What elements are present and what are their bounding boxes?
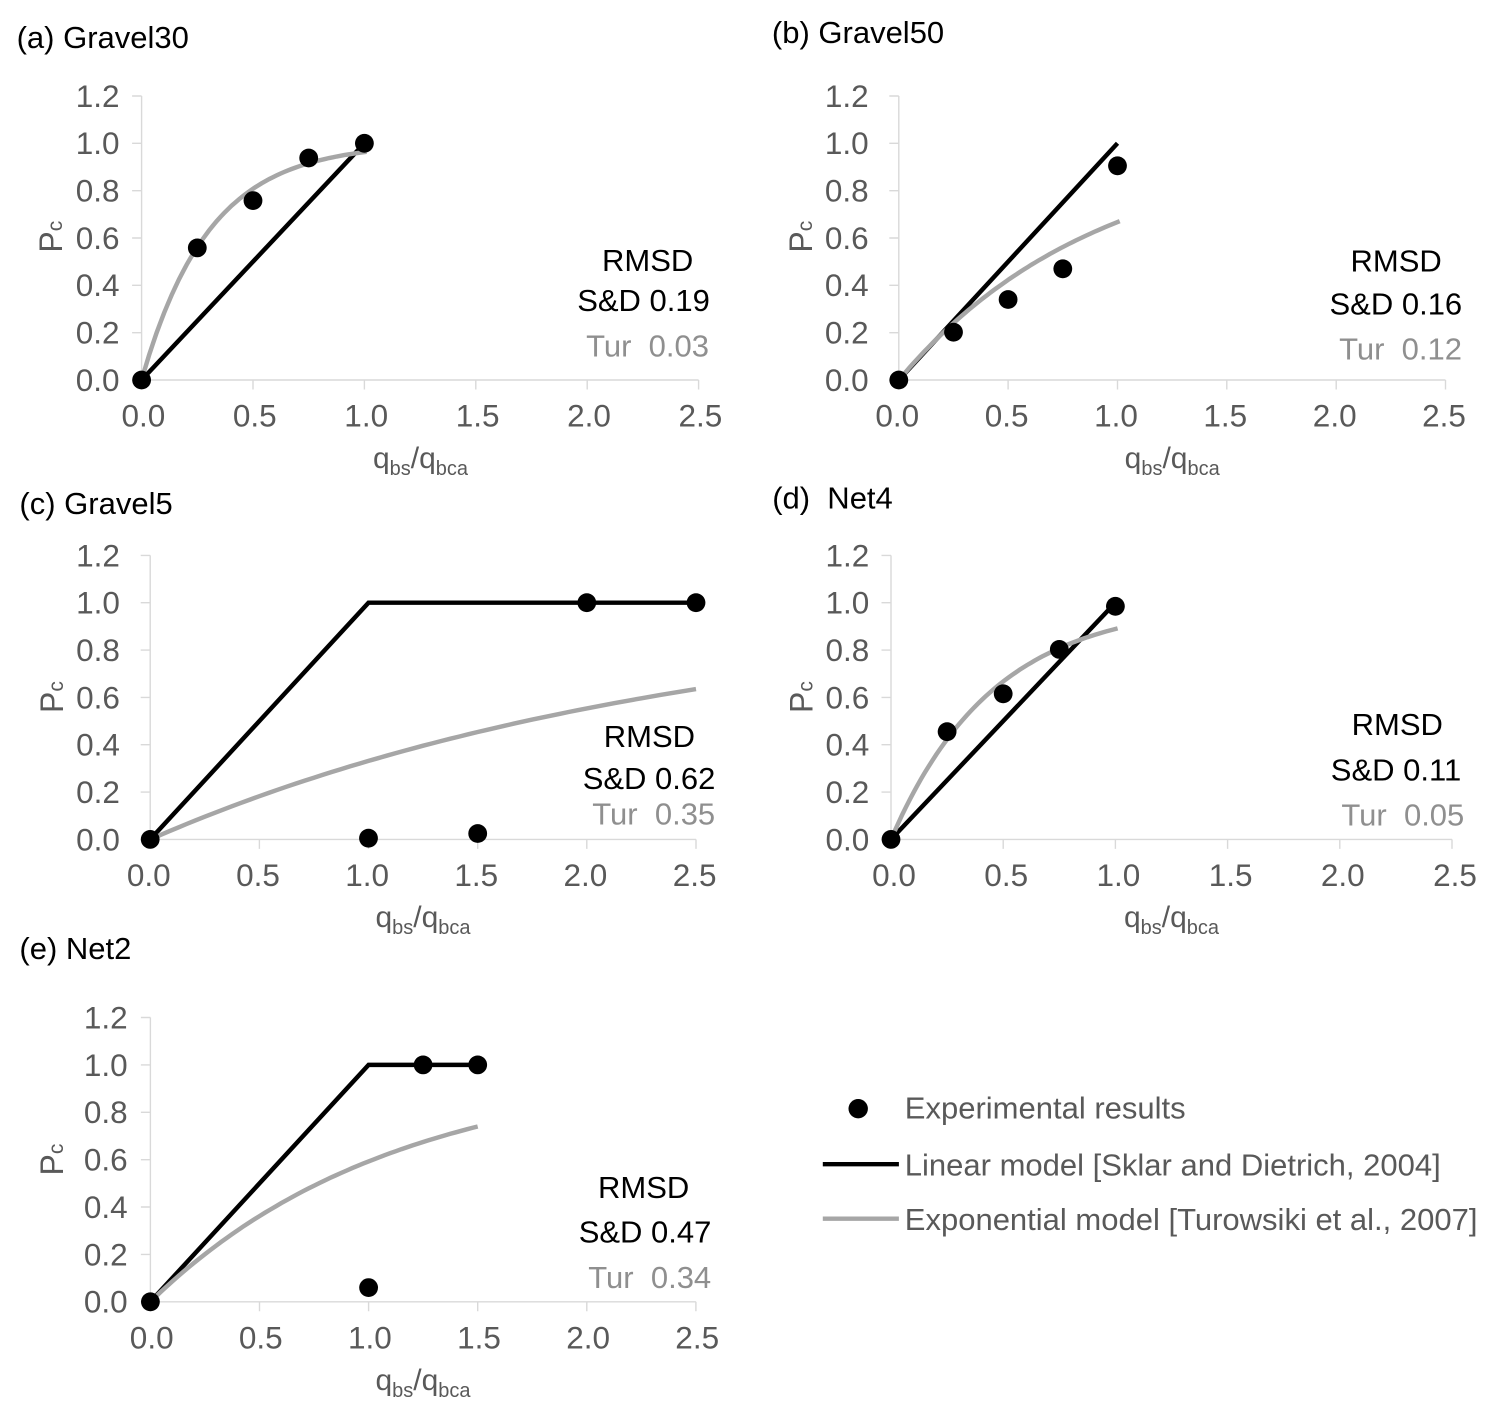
svg-text:(d) Net4: (d) Net4 bbox=[772, 481, 893, 516]
svg-text:0.6: 0.6 bbox=[76, 220, 120, 256]
svg-text:1.2: 1.2 bbox=[826, 537, 870, 573]
svg-text:0.2: 0.2 bbox=[825, 315, 869, 351]
svg-text:qbs/qbca: qbs/qbca bbox=[375, 1364, 471, 1402]
svg-text:0.4: 0.4 bbox=[76, 727, 120, 763]
svg-text:0.5: 0.5 bbox=[239, 1319, 283, 1355]
svg-text:RMSD: RMSD bbox=[604, 719, 695, 754]
svg-text:0.6: 0.6 bbox=[84, 1142, 128, 1178]
svg-text:0.8: 0.8 bbox=[76, 173, 120, 209]
svg-text:1.0: 1.0 bbox=[1097, 857, 1141, 893]
svg-text:1.5: 1.5 bbox=[457, 1319, 501, 1355]
svg-text:1.2: 1.2 bbox=[76, 78, 120, 114]
svg-text:0.5: 0.5 bbox=[984, 857, 1028, 893]
svg-text:1.2: 1.2 bbox=[76, 537, 120, 573]
svg-text:0.4: 0.4 bbox=[76, 267, 120, 303]
svg-text:1.2: 1.2 bbox=[825, 78, 869, 114]
svg-text:0.2: 0.2 bbox=[826, 774, 870, 810]
svg-text:2.5: 2.5 bbox=[675, 1319, 719, 1355]
svg-text:0.2: 0.2 bbox=[84, 1236, 128, 1272]
svg-text:1.5: 1.5 bbox=[454, 857, 498, 893]
svg-text:2.0: 2.0 bbox=[567, 398, 611, 434]
svg-text:Tur 0.05: Tur 0.05 bbox=[1341, 798, 1464, 833]
svg-text:2.0: 2.0 bbox=[566, 1319, 610, 1355]
svg-text:Linear model [Sklar and Dietri: Linear model [Sklar and Dietrich, 2004] bbox=[905, 1148, 1441, 1183]
svg-text:(a) Gravel30: (a) Gravel30 bbox=[17, 20, 189, 55]
svg-text:(c) Gravel5: (c) Gravel5 bbox=[19, 486, 172, 521]
svg-text:S&D 0.47: S&D 0.47 bbox=[579, 1214, 712, 1249]
svg-text:Tur 0.35: Tur 0.35 bbox=[592, 797, 715, 832]
svg-text:S&D 0.16: S&D 0.16 bbox=[1329, 286, 1462, 321]
svg-text:0.4: 0.4 bbox=[84, 1189, 128, 1225]
svg-text:1.0: 1.0 bbox=[826, 585, 870, 621]
svg-text:1.0: 1.0 bbox=[84, 1047, 128, 1083]
svg-text:0.0: 0.0 bbox=[872, 857, 916, 893]
svg-text:1.5: 1.5 bbox=[456, 398, 500, 434]
svg-text:0.0: 0.0 bbox=[76, 821, 120, 857]
svg-text:0.8: 0.8 bbox=[84, 1094, 128, 1130]
svg-text:0.0: 0.0 bbox=[875, 398, 919, 434]
svg-text:0.5: 0.5 bbox=[236, 857, 280, 893]
svg-text:0.2: 0.2 bbox=[76, 774, 120, 810]
svg-text:0.0: 0.0 bbox=[127, 857, 171, 893]
svg-text:0.4: 0.4 bbox=[826, 727, 870, 763]
svg-text:1.2: 1.2 bbox=[84, 999, 128, 1035]
svg-text:2.5: 2.5 bbox=[1433, 857, 1477, 893]
svg-text:0.6: 0.6 bbox=[825, 220, 869, 256]
svg-text:S&D 0.62: S&D 0.62 bbox=[583, 761, 716, 796]
svg-text:1.5: 1.5 bbox=[1209, 857, 1253, 893]
svg-text:0.0: 0.0 bbox=[76, 362, 120, 398]
svg-text:2.0: 2.0 bbox=[1321, 857, 1365, 893]
svg-text:0.5: 0.5 bbox=[233, 398, 277, 434]
svg-text:2.0: 2.0 bbox=[1313, 398, 1357, 434]
svg-text:0.0: 0.0 bbox=[122, 398, 166, 434]
svg-text:RMSD: RMSD bbox=[1351, 244, 1442, 279]
svg-text:(e) Net2: (e) Net2 bbox=[19, 931, 131, 966]
svg-text:Tur 0.12: Tur 0.12 bbox=[1339, 331, 1462, 366]
svg-text:1.5: 1.5 bbox=[1203, 398, 1247, 434]
svg-text:0.0: 0.0 bbox=[826, 821, 870, 857]
svg-text:RMSD: RMSD bbox=[1352, 707, 1443, 742]
svg-text:1.0: 1.0 bbox=[344, 398, 388, 434]
svg-text:1.0: 1.0 bbox=[345, 857, 389, 893]
svg-text:RMSD: RMSD bbox=[602, 243, 693, 278]
svg-text:1.0: 1.0 bbox=[825, 125, 869, 161]
svg-text:S&D 0.11: S&D 0.11 bbox=[1331, 752, 1461, 787]
svg-text:Tur 0.03: Tur 0.03 bbox=[586, 328, 709, 363]
svg-text:Exponential model [Turowsiki e: Exponential model [Turowsiki et al., 200… bbox=[905, 1202, 1478, 1237]
svg-text:Experimental results: Experimental results bbox=[905, 1091, 1186, 1126]
svg-text:2.5: 2.5 bbox=[673, 857, 717, 893]
svg-text:2.5: 2.5 bbox=[679, 398, 723, 434]
svg-text:0.5: 0.5 bbox=[985, 398, 1029, 434]
svg-text:(b) Gravel50: (b) Gravel50 bbox=[772, 15, 944, 50]
svg-text:qbs/qbca: qbs/qbca bbox=[1125, 442, 1221, 480]
svg-text:0.0: 0.0 bbox=[130, 1319, 174, 1355]
svg-text:1.0: 1.0 bbox=[76, 585, 120, 621]
svg-text:1.0: 1.0 bbox=[348, 1319, 392, 1355]
svg-text:0.8: 0.8 bbox=[825, 173, 869, 209]
svg-text:S&D 0.19: S&D 0.19 bbox=[577, 283, 710, 318]
svg-text:0.0: 0.0 bbox=[84, 1284, 128, 1320]
svg-text:2.5: 2.5 bbox=[1422, 398, 1466, 434]
svg-text:0.6: 0.6 bbox=[76, 679, 120, 715]
svg-text:0.8: 0.8 bbox=[76, 632, 120, 668]
svg-text:0.2: 0.2 bbox=[76, 315, 120, 351]
svg-text:2.0: 2.0 bbox=[564, 857, 608, 893]
svg-text:0.0: 0.0 bbox=[825, 362, 869, 398]
svg-text:1.0: 1.0 bbox=[1094, 398, 1138, 434]
svg-text:0.8: 0.8 bbox=[826, 632, 870, 668]
svg-text:RMSD: RMSD bbox=[598, 1170, 689, 1205]
svg-text:0.6: 0.6 bbox=[826, 679, 870, 715]
svg-text:Tur 0.34: Tur 0.34 bbox=[588, 1260, 711, 1295]
svg-text:1.0: 1.0 bbox=[76, 125, 120, 161]
svg-text:0.4: 0.4 bbox=[825, 267, 869, 303]
